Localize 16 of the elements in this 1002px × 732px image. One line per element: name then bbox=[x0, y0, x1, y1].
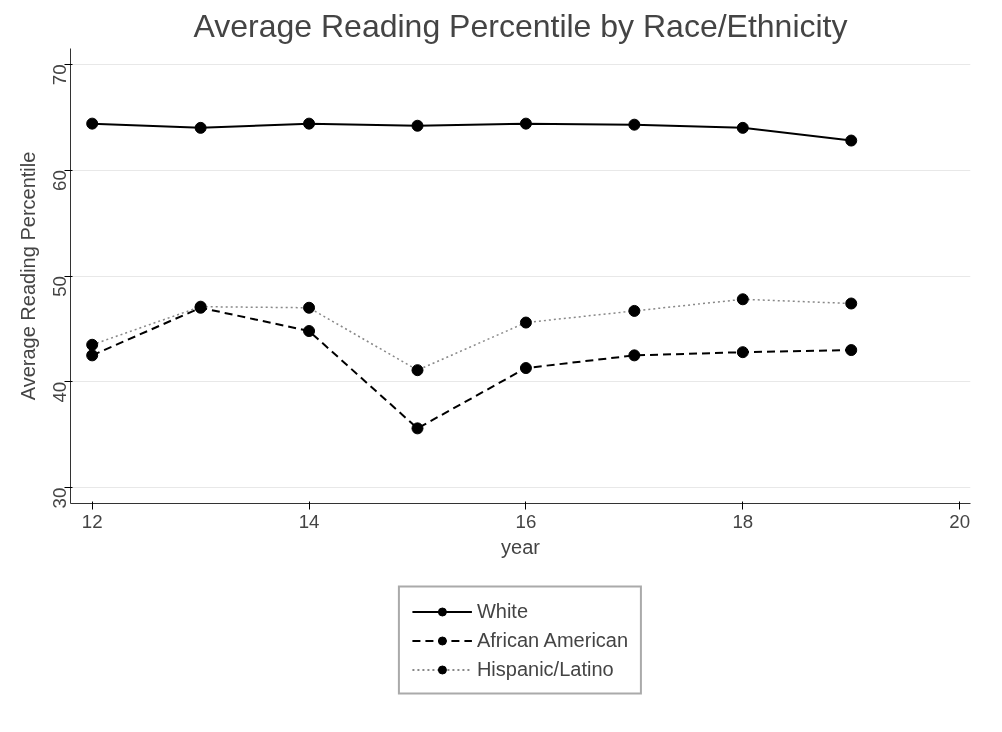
y-tick-label: 60 bbox=[49, 170, 70, 191]
x-tick-label: 20 bbox=[949, 510, 971, 532]
y-tick-label: 50 bbox=[49, 275, 70, 297]
x-tick-label: 18 bbox=[732, 510, 754, 532]
y-axis-title: Average Reading Percentile bbox=[16, 151, 39, 401]
y-tick-label: 40 bbox=[49, 381, 70, 403]
x-tick-label: 16 bbox=[515, 510, 537, 532]
y-tick-label: 30 bbox=[49, 487, 70, 509]
x-axis-title: year bbox=[501, 535, 541, 558]
chart-title: Average Reading Percentile by Race/Ethnicity bbox=[193, 7, 848, 44]
y-tick-label: 70 bbox=[49, 64, 70, 86]
legend-label: Hispanic/Latino bbox=[476, 657, 614, 681]
legend-label: White bbox=[476, 599, 529, 623]
legend-label: African American bbox=[476, 628, 629, 652]
x-tick-label: 12 bbox=[81, 510, 103, 532]
x-tick-label: 14 bbox=[298, 510, 320, 532]
